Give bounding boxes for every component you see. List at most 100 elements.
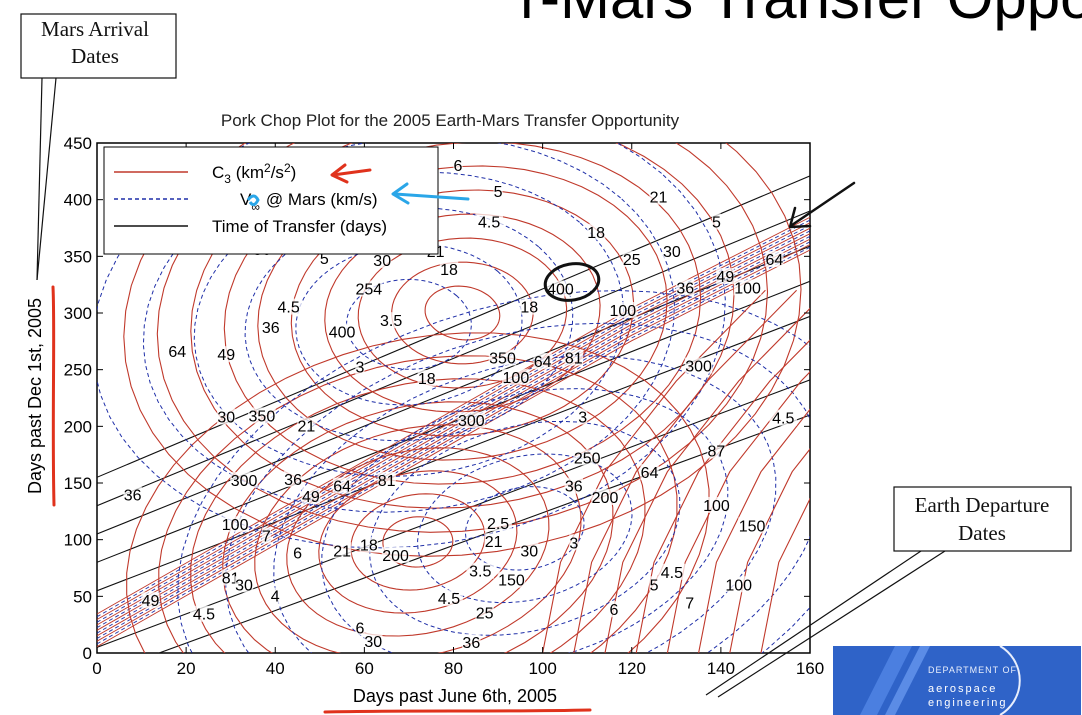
contour-label-bg bbox=[270, 587, 280, 604]
c3-contour-lower bbox=[318, 470, 518, 614]
x-tick-label: 100 bbox=[528, 659, 556, 678]
contour-label: 81 bbox=[565, 351, 583, 368]
contour-label: 254 bbox=[355, 281, 382, 298]
contour-label-bg bbox=[702, 496, 731, 513]
callout-arrival-line2: Dates bbox=[71, 44, 119, 68]
contour-label: 21 bbox=[650, 190, 668, 207]
contour-label: 300 bbox=[685, 359, 712, 376]
contour-label-bg bbox=[190, 605, 218, 622]
contour-label-bg bbox=[453, 156, 463, 173]
vinf-contour-upper bbox=[244, 207, 574, 442]
contour-label: 400 bbox=[329, 325, 356, 342]
contour-labels: 654.52151825304008653021182544.5364003.5… bbox=[123, 156, 798, 652]
contour-label-bg bbox=[217, 408, 236, 425]
contour-label-bg bbox=[261, 319, 280, 335]
x-tick-label: 0 bbox=[92, 659, 101, 678]
contour-label: 300 bbox=[231, 473, 258, 490]
contour-label-bg bbox=[484, 533, 503, 550]
c3-contour-right bbox=[635, 339, 810, 653]
red-underline-x bbox=[323, 708, 592, 714]
contour-label: 100 bbox=[609, 303, 636, 320]
blue-scribble-infinity bbox=[246, 194, 260, 207]
contour-label: 64 bbox=[534, 354, 552, 371]
blue-arrow-annotation bbox=[393, 192, 470, 201]
contour-label-bg bbox=[355, 358, 365, 375]
x-tick-label: 80 bbox=[444, 659, 463, 678]
contour-label: 4.5 bbox=[478, 215, 500, 232]
contour-label: 49 bbox=[142, 593, 160, 610]
contour-label: 64 bbox=[641, 465, 659, 482]
red-arrow-head bbox=[330, 163, 349, 184]
singularity-band-line bbox=[97, 244, 810, 642]
contour-label-bg bbox=[221, 516, 249, 533]
singularity-band-line bbox=[97, 238, 810, 637]
contour-label: 49 bbox=[716, 269, 734, 286]
contour-label: 6 bbox=[609, 602, 618, 619]
logo-line1: DEPARTMENT OF bbox=[928, 665, 1017, 675]
singularity-band-line bbox=[97, 249, 810, 648]
y-tick-label: 200 bbox=[64, 417, 92, 436]
contour-label-bg bbox=[564, 349, 584, 366]
contour-label-bg bbox=[332, 542, 352, 559]
contour-label: 400 bbox=[547, 281, 574, 298]
contour-label-bg bbox=[769, 409, 798, 426]
c3-contour-right bbox=[604, 307, 810, 653]
contour-label-bg bbox=[586, 223, 606, 240]
c3-contour-lower bbox=[190, 378, 646, 653]
contour-label: 18 bbox=[440, 262, 458, 279]
contour-label-bg bbox=[497, 571, 526, 588]
red-underline-y bbox=[51, 285, 56, 507]
contour-label: 21 bbox=[298, 419, 316, 436]
contour-label: 21 bbox=[333, 543, 351, 560]
contour-label-bg bbox=[439, 261, 459, 278]
tof-line bbox=[97, 280, 810, 563]
y-tick-label: 300 bbox=[64, 304, 92, 323]
callout-departure-line2: Dates bbox=[958, 521, 1006, 545]
c3-contour-right bbox=[729, 448, 810, 653]
contour-label-bg bbox=[248, 407, 276, 424]
contour-label: 3 bbox=[355, 360, 364, 377]
contour-label-bg bbox=[381, 546, 410, 563]
contour-label: 4.5 bbox=[661, 565, 683, 582]
contour-label: 6 bbox=[355, 620, 364, 637]
contour-label: 3.5 bbox=[469, 564, 491, 581]
contour-label-bg bbox=[377, 472, 396, 488]
contour-label-bg bbox=[355, 280, 383, 297]
contour-label: 30 bbox=[235, 577, 253, 594]
red-arrow-annotation bbox=[331, 168, 372, 177]
contour-label: 30 bbox=[364, 634, 382, 651]
contour-label: 4.5 bbox=[772, 411, 794, 428]
contour-label: 5 bbox=[320, 251, 329, 268]
contour-label-bg bbox=[640, 464, 659, 481]
contour-label: 49 bbox=[217, 347, 235, 364]
contour-label-bg bbox=[475, 604, 494, 621]
c3-contour-right bbox=[542, 289, 766, 653]
contour-label-bg bbox=[234, 576, 254, 593]
contour-label-bg bbox=[716, 268, 735, 284]
contour-label: 350 bbox=[249, 408, 276, 425]
vinf-contour-upper bbox=[142, 143, 675, 513]
x-axis-title: Days past June 6th, 2005 bbox=[353, 686, 557, 706]
vinf-contour-upper bbox=[97, 143, 726, 549]
contour-label-bg bbox=[711, 213, 722, 230]
contour-label-bg bbox=[364, 632, 383, 649]
contour-label: 100 bbox=[703, 498, 730, 515]
callout-arrival-line1: Mars Arrival bbox=[41, 17, 149, 41]
c3-contour-lower bbox=[350, 493, 486, 591]
contour-label-bg bbox=[765, 251, 784, 267]
contour-label-bg bbox=[533, 353, 552, 369]
x-tick-label: 160 bbox=[796, 659, 824, 678]
contour-label-bg bbox=[738, 517, 766, 534]
contour-label-bg bbox=[520, 542, 539, 559]
contour-label: 87 bbox=[708, 444, 726, 461]
x-tick-label: 40 bbox=[266, 659, 285, 678]
contour-label-bg bbox=[684, 357, 713, 374]
contour-label-bg bbox=[573, 449, 601, 466]
logo-line2: aerospace bbox=[928, 683, 997, 695]
contour-label-bg bbox=[733, 279, 762, 296]
x-tick-label: 60 bbox=[355, 659, 374, 678]
singularity-band-line bbox=[97, 216, 810, 615]
c3-contour-lower bbox=[286, 447, 550, 637]
callout-earth-departure: Earth Departure Dates bbox=[705, 486, 1072, 698]
c3-contour-upper bbox=[424, 285, 501, 341]
